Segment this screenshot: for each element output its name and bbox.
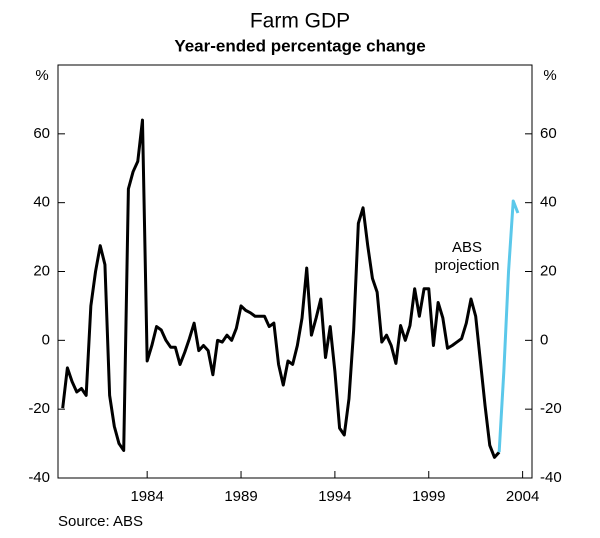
x-tick-label: 1994 xyxy=(318,488,351,505)
y-tick-label: -40 xyxy=(28,469,50,486)
chart-title: Farm GDP xyxy=(250,10,350,33)
x-tick-label: 1989 xyxy=(224,488,257,505)
y-tick-label-right: 40 xyxy=(540,194,557,211)
chart-subtitle: Year-ended percentage change xyxy=(174,36,425,55)
y-unit-right: % xyxy=(543,67,556,84)
y-tick-label: 20 xyxy=(33,262,50,279)
y-tick-label: 0 xyxy=(42,331,50,348)
y-unit-left: % xyxy=(35,67,48,84)
source-note: Source: ABS xyxy=(58,513,143,530)
annotation: projection xyxy=(434,257,499,274)
y-tick-label: -20 xyxy=(28,400,50,417)
annotation: ABS xyxy=(452,239,482,256)
y-tick-label: 40 xyxy=(33,194,50,211)
x-tick-label: 2004 xyxy=(506,488,539,505)
line-series xyxy=(497,199,520,453)
line-series xyxy=(61,118,501,459)
y-tick-label-right: 60 xyxy=(540,125,557,142)
y-tick-label-right: -40 xyxy=(540,469,562,486)
y-tick-label-right: 0 xyxy=(540,331,548,348)
y-tick-label-right: 20 xyxy=(540,262,557,279)
y-tick-label: 60 xyxy=(33,125,50,142)
y-tick-label-right: -20 xyxy=(540,400,562,417)
x-tick-label: 1999 xyxy=(412,488,445,505)
x-tick-label: 1984 xyxy=(130,488,163,505)
